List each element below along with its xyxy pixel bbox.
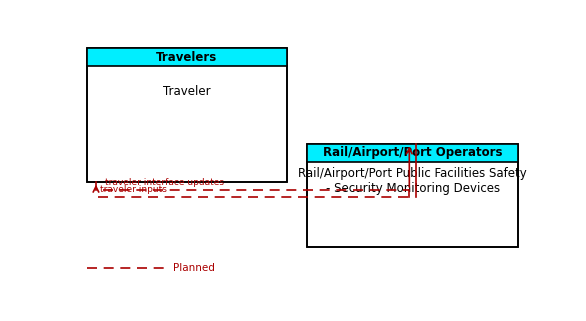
Text: Rail/Airport/Port Public Facilities Safety
- Security Monitoring Devices: Rail/Airport/Port Public Facilities Safe… xyxy=(298,167,527,195)
Text: traveler interface updates: traveler interface updates xyxy=(105,178,224,187)
Bar xyxy=(87,48,287,66)
Bar xyxy=(307,143,519,247)
Bar xyxy=(307,143,519,247)
Text: Rail/Airport/Port Operators: Rail/Airport/Port Operators xyxy=(323,146,502,160)
Text: traveler inputs: traveler inputs xyxy=(100,185,166,194)
Text: Traveler: Traveler xyxy=(163,85,210,98)
Text: Travelers: Travelers xyxy=(156,51,217,64)
Bar xyxy=(307,143,519,162)
Text: Planned: Planned xyxy=(173,264,215,273)
Bar xyxy=(87,48,287,182)
Bar xyxy=(87,48,287,182)
